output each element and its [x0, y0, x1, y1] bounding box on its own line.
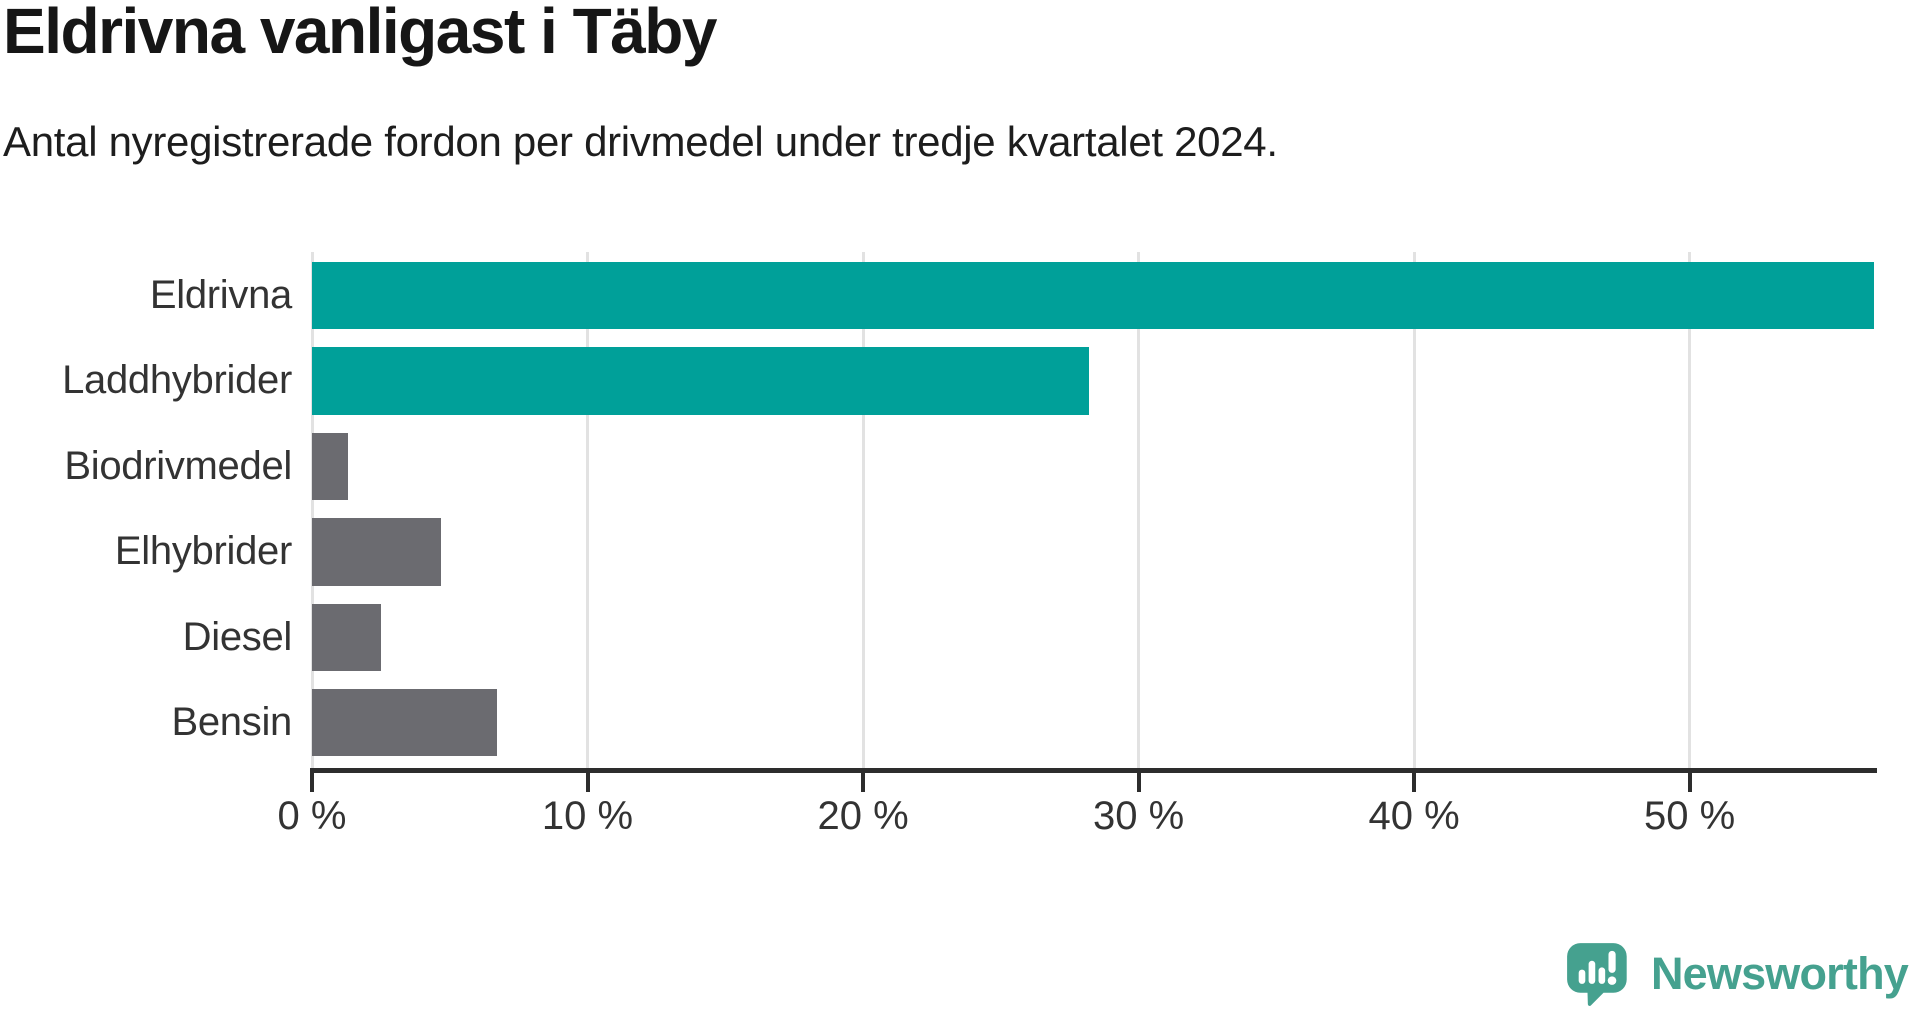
newsworthy-bubble-chart-icon: [1567, 943, 1627, 1006]
x-axis-tick-20: [861, 768, 866, 792]
bar-laddhybrider: [312, 347, 1089, 415]
x-axis-tick-50: [1687, 768, 1692, 792]
category-label-elhybrider: Elhybrider: [114, 529, 292, 574]
bar-biodrivmedel: [312, 432, 348, 501]
x-axis-tick-30: [1136, 768, 1141, 792]
gridline-30: [1137, 252, 1141, 768]
gridline-40: [1412, 252, 1416, 768]
category-label-laddhybrider: Laddhybrider: [62, 358, 292, 403]
newsworthy-logo: Newsworthy: [1559, 942, 1909, 1006]
gridline-10: [586, 252, 590, 768]
chart-title: Eldrivna vanligast i Täby: [3, 0, 717, 67]
x-axis-tick-label-30: 30 %: [1092, 794, 1185, 838]
x-axis-tick-0: [310, 768, 314, 792]
category-label-eldrivna: Eldrivna: [149, 272, 292, 317]
gridline-20: [861, 252, 865, 768]
x-axis-line: [312, 768, 1877, 773]
x-axis-tick-40: [1412, 768, 1417, 792]
chart-subtitle: Antal nyregistrerade fordon per drivmede…: [3, 118, 1278, 165]
category-label-bensin: Bensin: [171, 700, 292, 745]
category-label-diesel: Diesel: [182, 614, 293, 659]
bar-eldrivna: [312, 261, 1875, 330]
x-axis-tick-label-10: 10 %: [541, 794, 634, 838]
bar-diesel: [312, 603, 381, 671]
x-axis-tick-label-20: 20 %: [817, 794, 909, 838]
newsworthy-wordmark: Newsworthy: [1650, 948, 1909, 999]
x-axis-tick-10: [585, 768, 590, 792]
x-axis-tick-label-50: 50 %: [1644, 794, 1736, 838]
bar-bensin: [312, 688, 497, 757]
gridline-50: [1688, 252, 1692, 768]
bar-elhybrider: [312, 518, 442, 586]
x-axis-tick-label-0: 0 %: [277, 794, 347, 838]
category-label-biodrivmedel: Biodrivmedel: [64, 443, 292, 488]
gridline-0: [310, 252, 314, 768]
x-axis-tick-label-40: 40 %: [1368, 794, 1460, 838]
